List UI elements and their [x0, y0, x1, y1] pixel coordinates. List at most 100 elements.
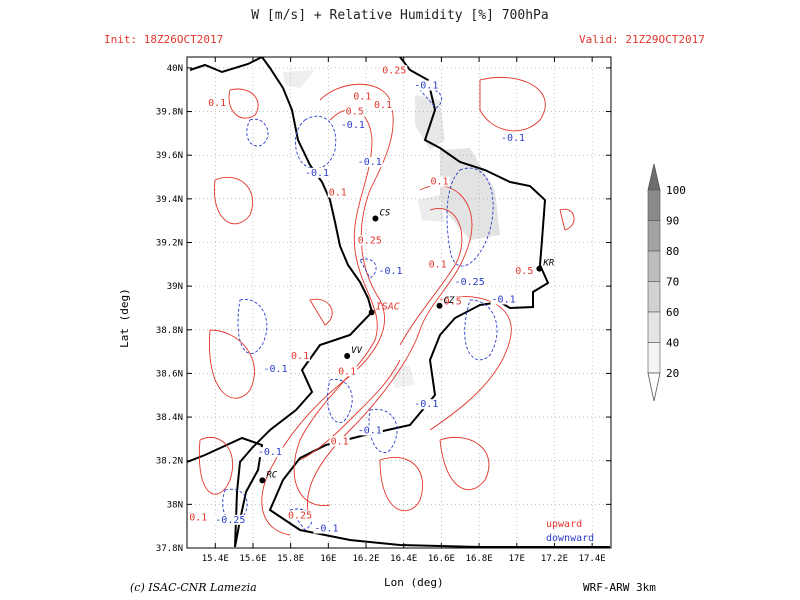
- coastline-tyrrhenian: [234, 57, 374, 548]
- y-tick-label: 38.2N: [156, 457, 183, 467]
- downward-contour: [246, 118, 269, 147]
- downward-contour: [294, 115, 337, 170]
- legend-upward: upward: [546, 519, 582, 530]
- colorbar-label: 90: [666, 215, 679, 228]
- colorbar-cap-bottom: [647, 372, 661, 402]
- contour-label-bg: [214, 514, 247, 525]
- upward-contour: [559, 208, 575, 231]
- contour-label: 0.1: [353, 91, 371, 102]
- city-label: KR: [542, 259, 554, 269]
- upward-contour: [228, 88, 259, 119]
- contour-label: 0.1: [331, 436, 349, 447]
- downward-contour: [464, 299, 498, 361]
- chart-title: W [m/s] + Relative Humidity [%] 700hPa: [251, 8, 549, 23]
- contour-label: -0.1: [341, 120, 365, 131]
- colorbar-segment: [647, 342, 661, 374]
- contour-label-bg: [337, 366, 358, 377]
- y-tick-label: 39.8N: [156, 108, 183, 118]
- x-tick-label: 17.2E: [541, 554, 568, 564]
- contour-label: -0.1: [501, 133, 525, 144]
- x-tick-label: 17E: [509, 554, 525, 564]
- contour-label: -0.1: [414, 399, 438, 410]
- city-label: CZ: [444, 296, 455, 306]
- contour-label: -0.1: [358, 157, 382, 168]
- humidity-patch: [418, 195, 445, 222]
- contour-label-bg: [429, 176, 450, 187]
- x-tick-label: 16E: [320, 554, 336, 564]
- upward-contour: [309, 298, 333, 326]
- contour-label: 0.1: [291, 351, 309, 362]
- upward-contour: [479, 76, 546, 132]
- upward-contour: [209, 329, 255, 399]
- upward-contour: [293, 109, 378, 506]
- colorbar-segment: [647, 220, 661, 252]
- contour-label: 0.25: [382, 65, 406, 76]
- city-marker: [372, 215, 379, 222]
- contour-label-bg: [352, 91, 373, 102]
- contour-label: 0.1: [189, 513, 207, 524]
- y-tick-label: 40N: [167, 64, 183, 74]
- humidity-patch: [390, 365, 415, 388]
- upward-contour: [299, 359, 401, 461]
- colorbar-segment: [647, 281, 661, 313]
- x-tick-label: 16.8E: [466, 554, 493, 564]
- contour-label-bg: [514, 266, 535, 277]
- colorbar-label: 80: [666, 245, 679, 258]
- y-tick-label: 39.4N: [156, 195, 183, 205]
- downward-contour: [327, 378, 353, 423]
- downward-contour: [237, 298, 268, 354]
- contour-label-bg: [290, 351, 311, 362]
- contour-label: 0.5: [346, 107, 364, 118]
- x-tick-label: 16.4E: [390, 554, 417, 564]
- colorbar-label: 70: [666, 276, 679, 289]
- contour-labels: 0.25-0.10.10.10.10.5-0.1-0.1-0.1-0.10.10…: [188, 65, 535, 535]
- upward-contour: [379, 456, 424, 512]
- downward-contour: [289, 508, 313, 531]
- contour-label: -0.1: [314, 524, 338, 535]
- contour-label-bg: [329, 436, 350, 447]
- coastline-ionian: [268, 57, 610, 548]
- y-tick-label: 38N: [167, 500, 183, 510]
- contour-label-bg: [490, 294, 517, 305]
- plot-frame: [186, 56, 612, 549]
- contour-label: -0.1: [264, 364, 288, 375]
- y-ticks: 37.8N 38N 38.2N 38.4N 38.6N 38.8N 39N 39.2N 39.4…: [156, 64, 611, 554]
- contour-label-bg: [356, 425, 383, 436]
- contour-label-bg: [413, 399, 440, 410]
- contour-label-bg: [287, 510, 314, 521]
- colorbar-segment: [647, 311, 661, 343]
- contour-label-bg: [500, 132, 527, 143]
- upward-contour: [306, 185, 473, 521]
- colorbar-segment: [647, 189, 661, 221]
- contour-label: 0.1: [338, 366, 356, 377]
- colorbar-label: 20: [666, 367, 679, 380]
- contour-label-bg: [262, 364, 289, 375]
- x-tick-label: 15.4E: [202, 554, 229, 564]
- contour-label: 0.5: [515, 266, 533, 277]
- city-marker: [536, 265, 543, 272]
- contour-label: 0.1: [429, 259, 447, 270]
- city-marker: [436, 302, 443, 309]
- y-tick-label: 38.6N: [156, 369, 183, 379]
- credit-text: (c) ISAC-CNR Lamezia: [130, 581, 257, 594]
- contour-label: 0.1: [208, 98, 226, 109]
- contour-label-bg: [313, 523, 340, 534]
- contour-label-bg: [377, 266, 404, 277]
- upward-contours: [198, 76, 575, 536]
- contour-label-bg: [381, 65, 408, 76]
- colorbar-label: 100: [666, 184, 686, 197]
- y-tick-label: 38.8N: [156, 326, 183, 336]
- init-time: Init: 18Z26OCT2017: [104, 33, 224, 46]
- contour-label: 0.25: [358, 235, 382, 246]
- contour-label: 0.25: [288, 510, 312, 521]
- contour-label-bg: [413, 80, 440, 91]
- contour-label: -0.1: [358, 425, 382, 436]
- city-marker: [368, 309, 375, 316]
- city-label: RC: [266, 470, 277, 480]
- contour-label-bg: [427, 259, 448, 270]
- cities: CS KR CZ ISAC VV RC: [259, 208, 555, 484]
- contour-label-bg: [207, 98, 228, 109]
- contour-label: -0.1: [414, 81, 438, 92]
- contour-label-bg: [372, 100, 393, 111]
